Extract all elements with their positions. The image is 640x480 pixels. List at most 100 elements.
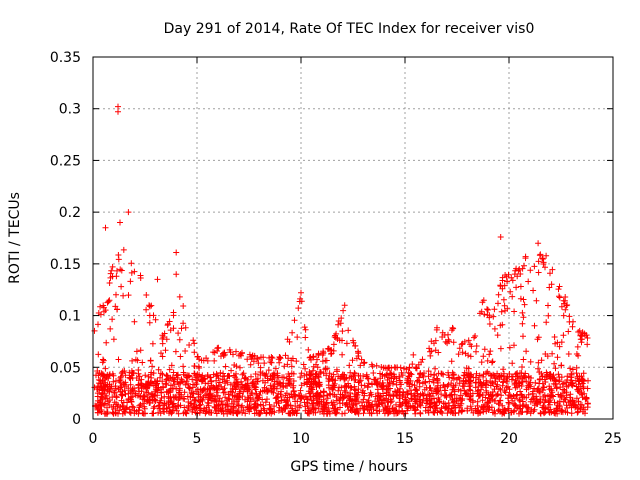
data-point [269, 355, 276, 361]
data-point [310, 367, 316, 374]
data-point [279, 374, 286, 381]
data-point [258, 354, 264, 361]
data-point [393, 375, 400, 382]
data-point [267, 382, 274, 389]
data-point [432, 337, 439, 344]
data-point [569, 323, 576, 330]
data-point [484, 306, 490, 313]
data-point [177, 353, 184, 360]
data-point [127, 375, 134, 382]
data-point [284, 402, 290, 408]
data-point [208, 409, 215, 416]
data-point [479, 397, 486, 404]
data-point [402, 397, 409, 404]
data-point [527, 398, 534, 405]
data-point [512, 403, 519, 410]
data-point [431, 400, 438, 407]
data-point [143, 292, 150, 298]
data-point [495, 291, 502, 298]
data-point [185, 399, 192, 405]
data-point [120, 292, 127, 299]
data-point [430, 390, 436, 397]
x-tick-label: 5 [193, 431, 202, 447]
data-point [486, 398, 493, 405]
data-point [489, 389, 496, 395]
data-point [146, 303, 153, 310]
data-point [338, 384, 345, 391]
data-point [241, 375, 248, 382]
data-point [549, 350, 556, 357]
data-point [467, 353, 474, 360]
data-point [324, 395, 331, 402]
data-point [452, 410, 459, 417]
data-point [348, 408, 355, 414]
data-point [244, 356, 251, 363]
data-point [419, 356, 426, 363]
data-point [413, 364, 420, 371]
data-point [181, 404, 188, 411]
data-point [180, 363, 187, 370]
data-point [481, 346, 488, 353]
data-point [477, 391, 484, 398]
data-point [358, 382, 365, 389]
data-point [551, 410, 558, 416]
data-point [351, 386, 358, 393]
data-point [146, 319, 153, 326]
data-point [295, 305, 302, 312]
data-point [510, 408, 517, 415]
data-point [294, 334, 301, 341]
data-point [486, 406, 492, 413]
data-point [460, 372, 467, 379]
data-point [115, 356, 122, 363]
data-point [292, 398, 299, 405]
data-point [394, 410, 401, 416]
data-point [228, 367, 235, 374]
data-point [350, 402, 357, 409]
data-point [465, 337, 472, 344]
y-tick-label: 0.05 [50, 360, 81, 376]
data-point [523, 386, 530, 393]
data-point [554, 354, 561, 361]
data-point [159, 340, 166, 347]
data-point [120, 406, 127, 413]
data-point [349, 404, 356, 411]
data-point [325, 405, 332, 411]
data-point [191, 370, 198, 377]
x-axis-ticks: 0 5 10 15 20 25 [89, 57, 622, 447]
data-point [527, 410, 534, 417]
data-point [322, 357, 329, 364]
data-point [494, 332, 501, 339]
data-point [118, 391, 125, 398]
data-point [176, 336, 183, 343]
data-point [120, 399, 127, 406]
data-point [396, 399, 403, 406]
data-point [170, 378, 177, 385]
data-point [559, 381, 566, 388]
data-point [428, 348, 435, 355]
data-point [345, 407, 352, 413]
data-point [114, 403, 121, 410]
data-point [499, 402, 506, 409]
data-point [330, 341, 337, 348]
data-point [141, 403, 148, 410]
data-point [264, 396, 270, 403]
data-point [131, 410, 138, 417]
data-point [404, 379, 411, 386]
data-point [352, 370, 358, 377]
data-point [337, 395, 344, 402]
data-point [379, 401, 386, 407]
data-point [136, 404, 143, 411]
data-point [563, 389, 570, 396]
data-point [519, 364, 525, 370]
data-point [507, 392, 513, 399]
data-point [133, 375, 140, 381]
data-point [267, 359, 274, 365]
data-point [127, 381, 134, 388]
data-point [554, 410, 561, 417]
data-point [501, 388, 508, 394]
data-point [170, 369, 177, 376]
data-point [151, 396, 158, 403]
data-point [131, 268, 138, 275]
data-point [145, 396, 152, 403]
data-point [173, 271, 180, 278]
